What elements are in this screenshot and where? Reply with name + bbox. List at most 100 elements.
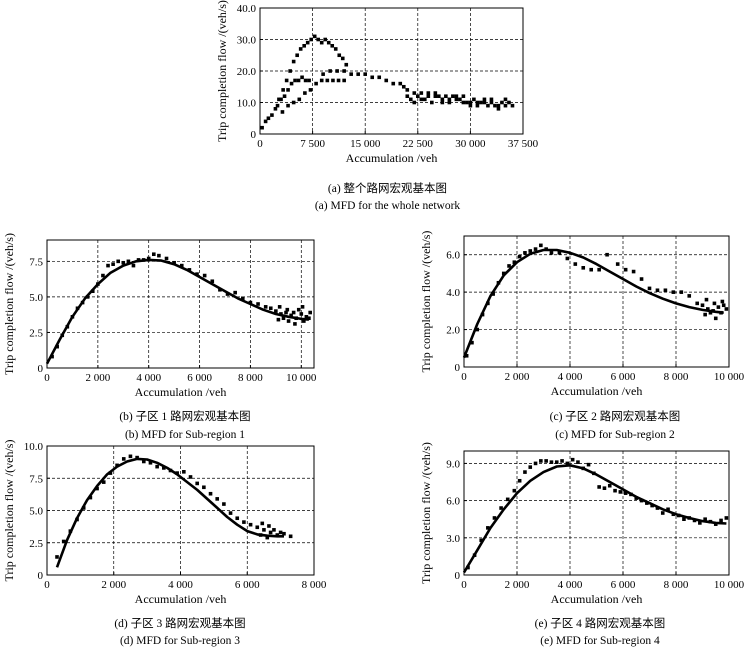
data-point: [303, 91, 307, 95]
data-point: [297, 97, 302, 102]
data-point: [268, 306, 273, 311]
data-point: [61, 539, 66, 544]
data-point: [713, 316, 718, 321]
data-point: [533, 461, 538, 466]
data-point: [128, 454, 133, 459]
data-point: [724, 516, 729, 520]
data-point: [286, 103, 290, 108]
data-point: [408, 97, 413, 102]
data-point: [157, 253, 161, 258]
data-point: [565, 461, 570, 466]
data-point: [215, 497, 220, 501]
data-point: [607, 483, 612, 488]
y-axis-label: Trip completion flow /(veh/s): [2, 440, 16, 582]
data-point: [182, 470, 186, 474]
data-point: [560, 459, 564, 463]
data-point: [316, 37, 321, 42]
data-point: [605, 252, 609, 257]
caption-c-en: (c) MFD for Sub-region 2: [555, 429, 675, 441]
data-point: [314, 81, 318, 86]
data-point: [260, 125, 264, 130]
data-point: [291, 310, 296, 315]
data-point: [623, 491, 628, 495]
data-point: [461, 100, 466, 105]
data-point: [679, 290, 684, 294]
data-point: [55, 555, 59, 559]
y-axis-label: Trip completion flow /(veh/s): [215, 0, 229, 142]
y-tick-label: 4.0: [446, 287, 460, 299]
data-point: [256, 302, 260, 306]
data-point: [331, 78, 335, 83]
data-point: [284, 78, 289, 83]
x-tick-label: 30 000: [455, 138, 486, 150]
data-point: [475, 327, 480, 332]
data-point: [426, 94, 431, 98]
data-point: [289, 81, 294, 86]
x-tick-label: 0: [44, 372, 50, 384]
data-point: [666, 507, 670, 512]
data-point: [282, 531, 286, 536]
data-point: [242, 520, 246, 524]
data-point: [639, 277, 644, 281]
data-point: [655, 288, 660, 293]
data-point: [274, 309, 278, 313]
data-point: [708, 310, 713, 315]
data-point: [700, 303, 705, 308]
data-point: [155, 464, 159, 469]
caption-a-zh: (a) 整个路网宏观基本图: [327, 183, 448, 195]
fit-curve: [462, 464, 727, 574]
data-point: [391, 81, 396, 86]
x-tick-label: 8 000: [664, 579, 689, 591]
data-point: [228, 511, 233, 515]
data-point: [412, 91, 417, 95]
data-point: [479, 538, 484, 543]
data-point: [557, 251, 562, 255]
data-point: [286, 88, 290, 92]
data-point: [615, 262, 620, 266]
data-point: [682, 517, 686, 521]
data-point: [539, 243, 543, 248]
chart-panel-e: 0 2 000 4 000 6 000 8 000 10 000 0 3.0 6.0 9.0 Acc…: [419, 442, 745, 606]
data-point: [533, 247, 538, 251]
data-point: [687, 294, 692, 298]
x-tick-label: 6 000: [187, 372, 212, 384]
data-point: [319, 40, 324, 45]
data-point: [597, 267, 601, 272]
data-point: [241, 296, 245, 301]
data-point: [164, 256, 169, 261]
data-point: [461, 94, 466, 98]
x-axis-label: Accumulation /veh: [346, 151, 438, 165]
data-point: [419, 91, 424, 95]
data-point: [451, 94, 455, 98]
data-point: [576, 460, 580, 464]
data-point: [342, 78, 346, 83]
data-point: [328, 69, 332, 73]
x-tick-label: 4 000: [558, 579, 583, 591]
data-point: [202, 273, 207, 278]
data-point: [447, 97, 452, 102]
data-point: [325, 78, 330, 83]
data-point: [126, 259, 131, 264]
data-point: [444, 94, 448, 98]
data-point: [597, 485, 601, 489]
data-point: [489, 97, 494, 102]
x-tick-label: 2 000: [101, 579, 126, 591]
data-point: [323, 37, 328, 42]
data-point: [260, 521, 265, 526]
data-point: [284, 310, 288, 315]
data-point: [377, 75, 382, 80]
data-point: [152, 252, 156, 257]
data-point: [703, 312, 707, 317]
data-point: [326, 40, 331, 45]
y-tick-label: 6.0: [446, 496, 460, 508]
data-point: [554, 460, 559, 464]
data-point: [305, 40, 310, 45]
x-tick-label: 8 000: [302, 579, 327, 591]
data-point: [276, 317, 281, 322]
y-tick-label: 40.0: [237, 3, 257, 15]
data-point: [281, 88, 285, 92]
data-point: [312, 34, 317, 39]
x-tick-label: 4 000: [558, 371, 583, 383]
data-point: [262, 528, 266, 532]
